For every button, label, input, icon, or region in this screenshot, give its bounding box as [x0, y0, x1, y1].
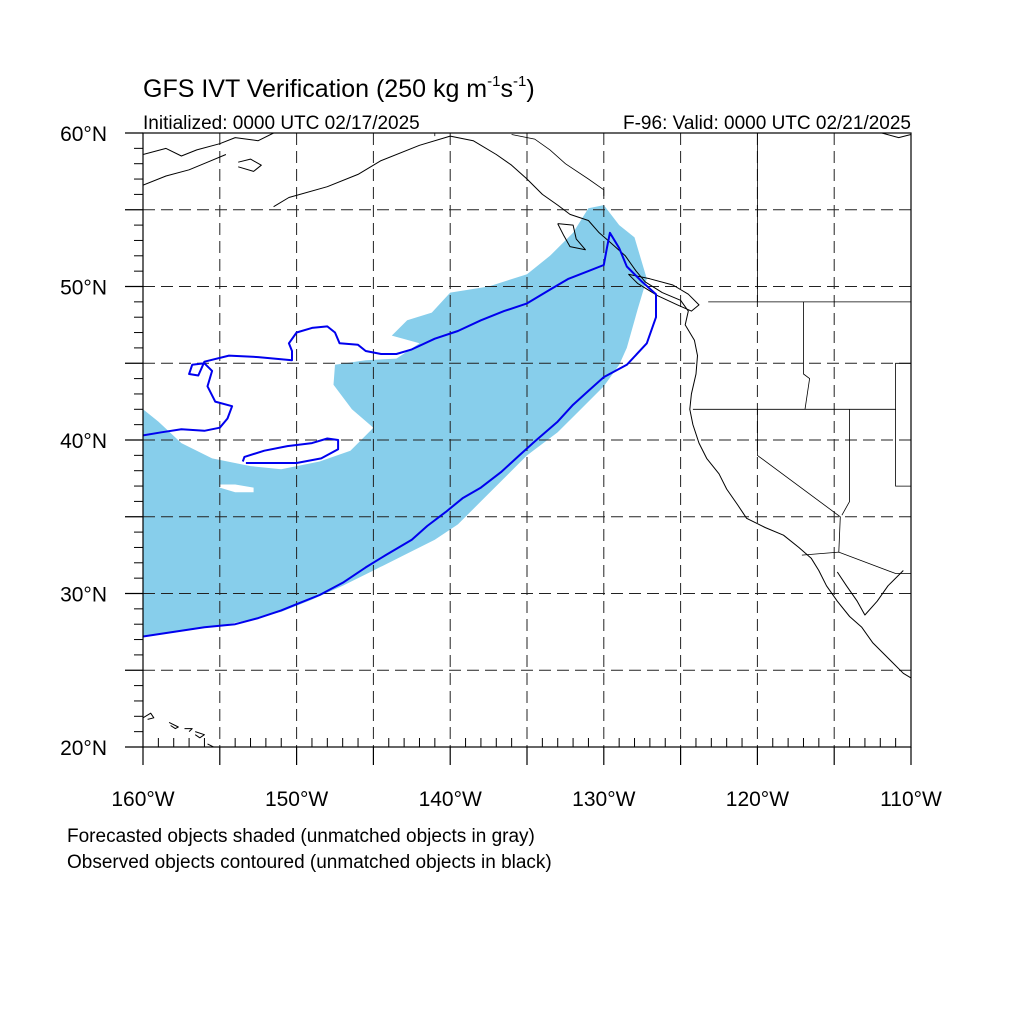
border-line	[895, 409, 911, 487]
lat-label: 50°N	[60, 277, 107, 300]
political-borders	[434, 133, 911, 574]
coastline	[238, 158, 262, 172]
lat-label: 60°N	[60, 123, 107, 146]
lon-label: 140°W	[419, 788, 482, 811]
forecast-object	[143, 205, 647, 637]
coastline	[273, 135, 911, 679]
coastline	[557, 223, 586, 251]
observed-objects-layer	[143, 231, 657, 638]
border-line	[757, 409, 841, 553]
coastline	[168, 721, 179, 730]
figure-title: GFS IVT Verification (250 kg m-1s-1)	[143, 73, 535, 103]
observed-object-contour	[241, 437, 340, 464]
caption-observed: Observed objects contoured (unmatched ob…	[67, 852, 552, 873]
forecast-objects-layer	[143, 205, 647, 637]
lon-label: 130°W	[572, 788, 635, 811]
lon-label: 150°W	[265, 788, 328, 811]
coastlines	[143, 133, 911, 747]
coastline	[143, 154, 227, 186]
coastline	[836, 570, 904, 616]
border-line	[692, 362, 911, 410]
map-frame	[142, 132, 912, 748]
coastline	[628, 273, 700, 312]
caption-forecast: Forecasted objects shaded (unmatched obj…	[67, 826, 535, 847]
lat-label: 20°N	[60, 737, 107, 760]
observed-object-contour	[143, 231, 657, 638]
border-line	[803, 301, 811, 410]
axis-ticks	[125, 132, 912, 765]
lat-label: 40°N	[60, 430, 107, 453]
graticule	[143, 133, 911, 747]
valid-time-label: F-96: Valid: 0000 UTC 02/21/2025	[623, 113, 911, 134]
coastline	[207, 743, 215, 747]
lon-label: 160°W	[111, 788, 174, 811]
coastline	[194, 731, 205, 739]
border-line	[801, 551, 911, 574]
coastline	[881, 133, 911, 139]
axis-labels: 160°W 150°W 140°W 130°W 120°W 110°W 60°N 50°N 40…	[60, 123, 942, 811]
lat-label: 30°N	[60, 584, 107, 607]
border-line	[841, 409, 850, 516]
lon-label: 120°W	[726, 788, 789, 811]
coastline	[143, 712, 155, 720]
lon-label: 110°W	[880, 788, 942, 811]
map-plot-area	[143, 133, 911, 747]
coastline	[143, 133, 274, 157]
border-line	[511, 134, 605, 196]
coastline	[184, 728, 193, 732]
init-time-label: Initialized: 0000 UTC 02/17/2025	[143, 113, 420, 134]
